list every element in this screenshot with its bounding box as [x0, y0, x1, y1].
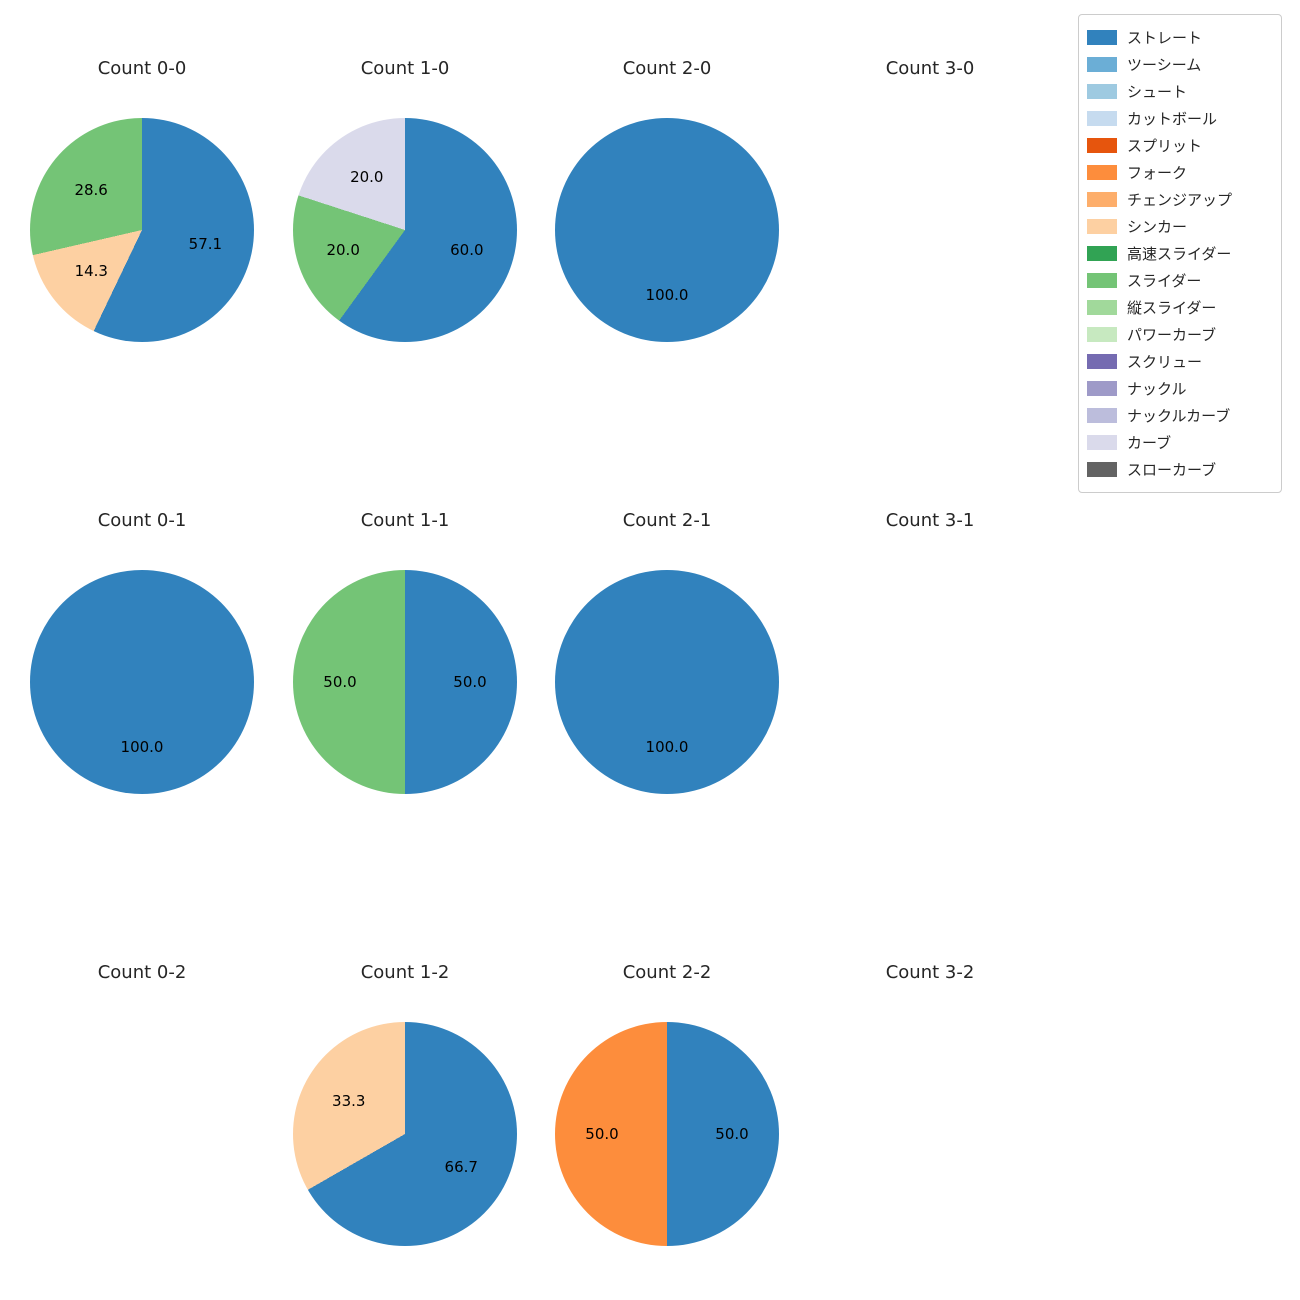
legend-label: スライダー [1127, 272, 1202, 290]
legend-color-swatch [1087, 192, 1117, 207]
legend-color-swatch [1087, 381, 1117, 396]
legend-label: ツーシーム [1127, 56, 1202, 74]
legend-item: チェンジアップ [1087, 186, 1273, 213]
legend-color-swatch [1087, 84, 1117, 99]
legend-label: シンカー [1127, 218, 1188, 236]
chart-title-count-3-2: Count 3-2 [885, 962, 975, 983]
legend-color-swatch [1087, 327, 1117, 342]
legend-label: フォーク [1127, 164, 1188, 182]
legend-item: ツーシーム [1087, 51, 1273, 78]
legend-item: フォーク [1087, 159, 1273, 186]
pie-slice-label: 14.3 [74, 261, 108, 280]
legend-label: 縦スライダー [1127, 299, 1217, 317]
pie-slice-label: 50.0 [715, 1125, 749, 1143]
legend: ストレートツーシームシュートカットボール スプリットフォークチェンジアップ シンカー… [1078, 14, 1282, 493]
chart-title-count-1-0: Count 1-0 [360, 58, 450, 79]
pie-slice-label: 57.1 [188, 235, 223, 254]
chart-title-count-2-1: Count 2-1 [622, 510, 712, 531]
legend-item: スプリット [1087, 132, 1273, 159]
chart-title-count-0-1: Count 0-1 [97, 510, 187, 531]
pie-count-1-2 [293, 1022, 517, 1246]
legend-color-swatch [1087, 462, 1117, 477]
pie-count-2-1 [555, 570, 779, 794]
legend-item: ナックルカーブ [1087, 402, 1273, 429]
legend-label: ナックルカーブ [1127, 407, 1231, 425]
legend-label: ナックル [1127, 380, 1187, 398]
legend-item: シンカー [1087, 213, 1273, 240]
legend-item: スクリュー [1087, 348, 1273, 375]
legend-item: カーブ [1087, 429, 1273, 456]
legend-color-swatch [1087, 111, 1117, 126]
legend-color-swatch [1087, 138, 1117, 153]
legend-label: カーブ [1127, 434, 1172, 452]
legend-label: パワーカーブ [1127, 326, 1217, 344]
legend-color-swatch [1087, 408, 1117, 423]
pie-slice-label: 20.0 [350, 168, 384, 187]
pie-slice-label: 50.0 [453, 673, 487, 691]
legend-color-swatch [1087, 273, 1117, 288]
chart-title-count-1-2: Count 1-2 [360, 962, 450, 983]
pie-slice-label: 28.6 [74, 180, 108, 199]
chart-title-count-2-0: Count 2-0 [622, 58, 712, 79]
chart-title-count-1-1: Count 1-1 [360, 510, 450, 531]
legend-label: カットボール [1127, 110, 1218, 128]
pie-count-1-0 [293, 118, 517, 342]
legend-label: スプリット [1127, 137, 1203, 155]
legend-color-swatch [1087, 246, 1117, 261]
legend-item: カットボール [1087, 105, 1273, 132]
legend-label: 高速スライダー [1127, 245, 1232, 263]
legend-label: スローカーブ [1127, 461, 1217, 479]
pie-slice-label: 50.0 [323, 673, 357, 691]
legend-color-swatch [1087, 30, 1117, 45]
legend-item: 高速スライダー [1087, 240, 1273, 267]
pie-count-0-1 [30, 570, 254, 794]
pie-slice-label: 60.0 [450, 241, 484, 260]
legend-color-swatch [1087, 300, 1117, 315]
pie-slice-label: 50.0 [585, 1125, 619, 1143]
chart-title-count-3-0: Count 3-0 [885, 58, 975, 79]
legend-color-swatch [1087, 435, 1117, 450]
chart-title-count-0-0: Count 0-0 [97, 58, 187, 79]
pie-slice-label: 100.0 [120, 738, 164, 756]
legend-label: スクリュー [1127, 353, 1203, 371]
chart-title-count-2-2: Count 2-2 [622, 962, 712, 983]
legend-label: シュート [1127, 83, 1188, 101]
pie-slice-label: 100.0 [645, 286, 689, 304]
pie-slice-label: 33.3 [332, 1092, 366, 1111]
legend-item: ストレート [1087, 24, 1273, 51]
legend-item: ナックル [1087, 375, 1273, 402]
legend-item: シュート [1087, 78, 1273, 105]
pie-count-0-0 [30, 118, 254, 342]
pie-count-2-0 [555, 118, 779, 342]
legend-label: ストレート [1127, 29, 1203, 47]
pie-count-2-2 [555, 1022, 779, 1246]
legend-item: 縦スライダー [1087, 294, 1273, 321]
pie-slice-label: 20.0 [326, 241, 360, 260]
legend-color-swatch [1087, 165, 1117, 180]
chart-title-count-3-1: Count 3-1 [885, 510, 975, 531]
legend-color-swatch [1087, 354, 1117, 369]
legend-label: チェンジアップ [1127, 191, 1233, 209]
legend-item: パワーカーブ [1087, 321, 1273, 348]
legend-color-swatch [1087, 57, 1117, 72]
pie-slice-label: 100.0 [645, 738, 689, 756]
legend-color-swatch [1087, 219, 1117, 234]
pie-slice-label: 66.7 [444, 1157, 478, 1176]
legend-item: スローカーブ [1087, 456, 1273, 483]
chart-title-count-0-2: Count 0-2 [97, 962, 187, 983]
legend-item: スライダー [1087, 267, 1273, 294]
pie-count-1-1 [293, 570, 517, 794]
